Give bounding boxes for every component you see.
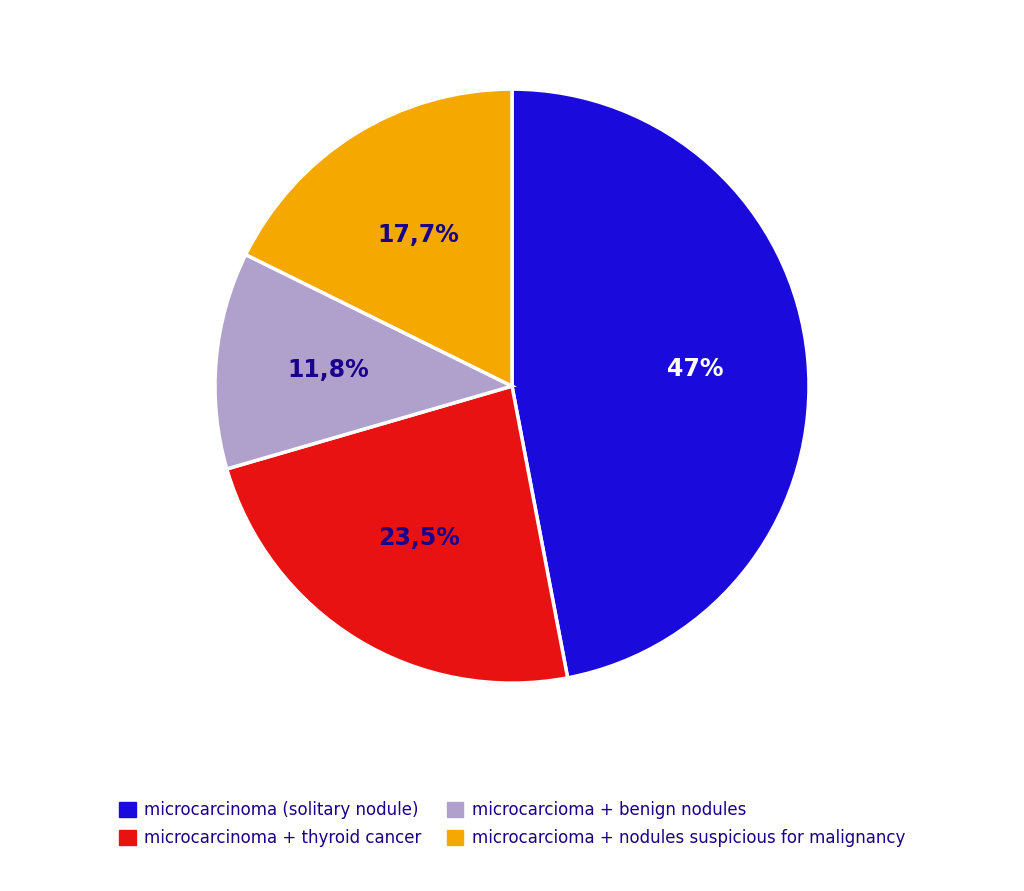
- Wedge shape: [512, 89, 809, 678]
- Text: 47%: 47%: [667, 356, 724, 380]
- Text: 11,8%: 11,8%: [288, 358, 370, 382]
- Wedge shape: [215, 255, 512, 469]
- Wedge shape: [246, 89, 512, 386]
- Wedge shape: [226, 386, 567, 683]
- Text: 23,5%: 23,5%: [378, 526, 460, 550]
- Legend: microcarcinoma (solitary nodule), microcarcinoma + thyroid cancer, microcarcioma: microcarcinoma (solitary nodule), microc…: [119, 801, 905, 847]
- Text: 17,7%: 17,7%: [377, 223, 459, 247]
